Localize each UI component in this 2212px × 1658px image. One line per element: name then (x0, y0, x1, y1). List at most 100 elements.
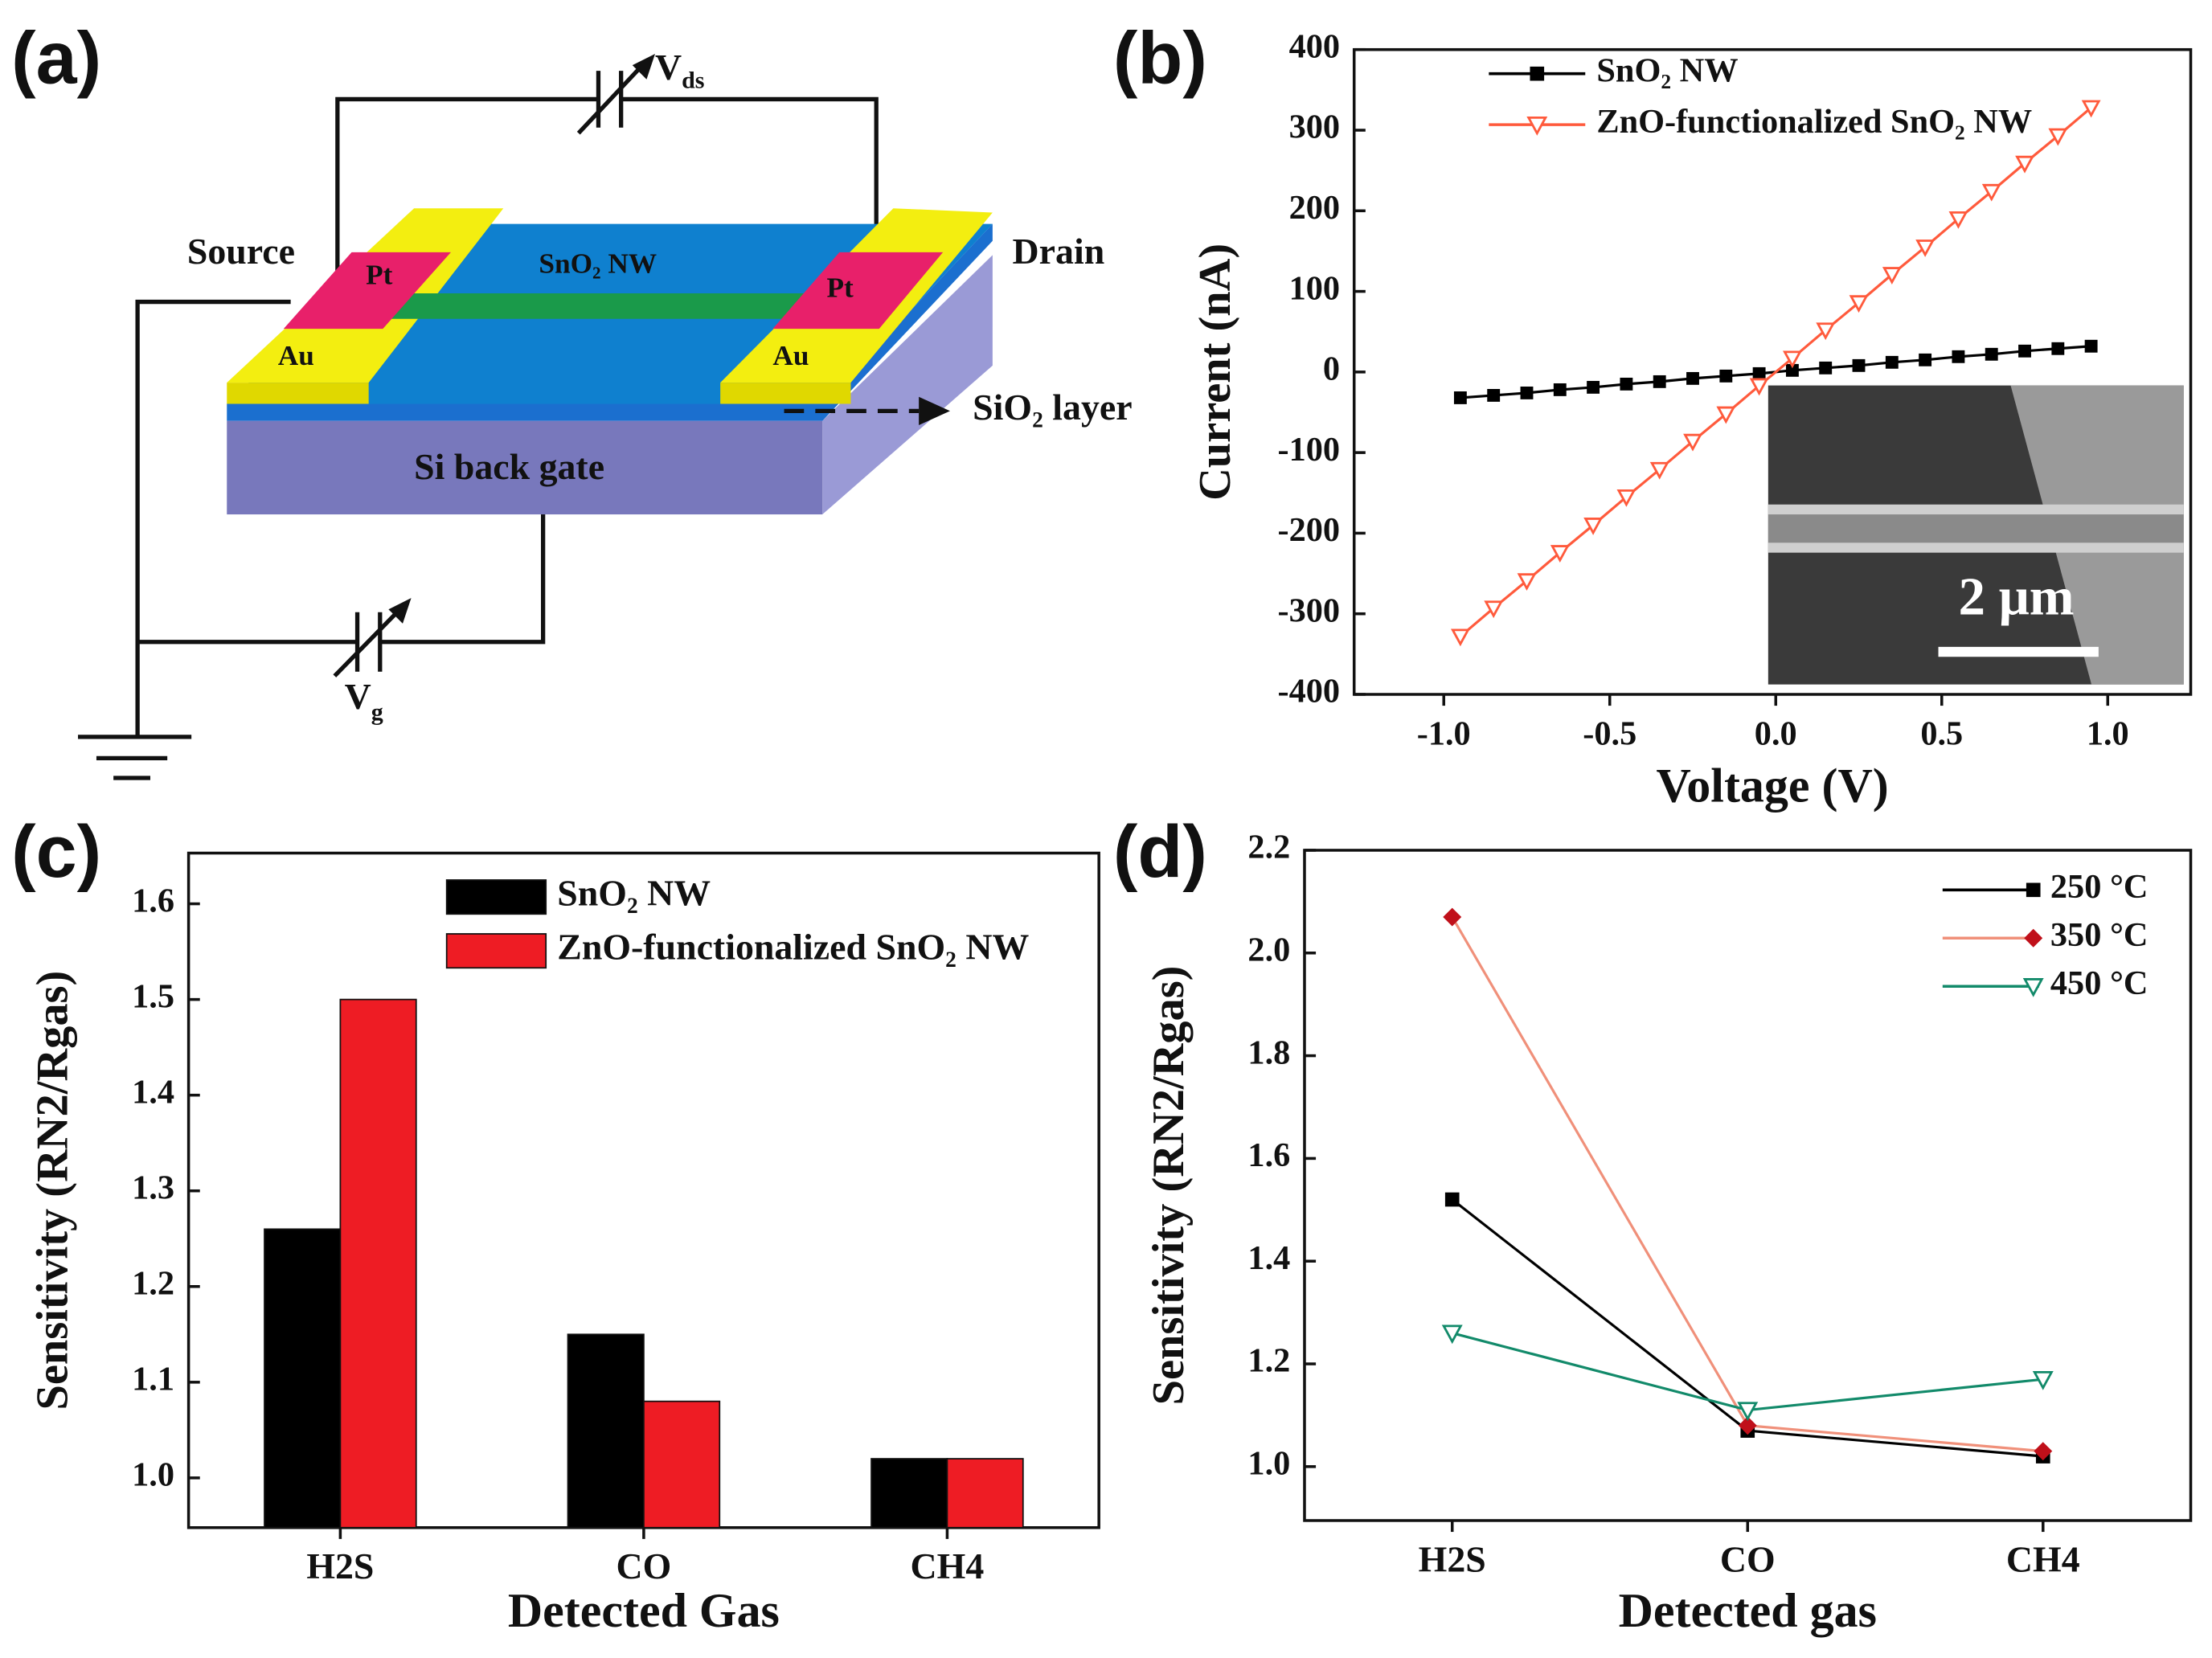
label: ds (682, 67, 704, 93)
label: Au (278, 340, 314, 371)
marker (1819, 361, 1833, 375)
legend-label: 250 °C (2050, 868, 2149, 906)
label: Si back gate (414, 446, 604, 487)
marker (2026, 882, 2041, 898)
label: Source (187, 231, 295, 272)
y-tick-label: 1.6 (1247, 1136, 1290, 1174)
y-axis-label: Sensitivity (RN2/Rgas) (1144, 966, 1194, 1406)
label: Vg (345, 676, 383, 726)
marker (1620, 377, 1633, 391)
x-axis-label: Detected Gas (508, 1584, 780, 1637)
marker (2015, 155, 2034, 174)
bar (870, 1458, 948, 1529)
substrate-side (822, 255, 993, 515)
marker (1952, 350, 1965, 363)
y-tick-label: 100 (1289, 269, 1340, 307)
x-tick-label: 0.5 (1920, 715, 1963, 753)
legend-swatch (445, 933, 547, 969)
marker (1849, 295, 1869, 313)
label: Drain (1013, 231, 1105, 272)
electrode-au-edge (227, 383, 369, 404)
panel-label: (b) (1113, 18, 1207, 100)
marker (1553, 383, 1567, 396)
marker (1948, 211, 1968, 229)
x-tick-label: -1.0 (1417, 715, 1471, 753)
y-tick-label: 0 (1323, 350, 1340, 388)
marker (1520, 386, 1534, 399)
marker (2051, 342, 2065, 355)
legend-label: ZnO-functionalized SnO₂ NW (557, 927, 1029, 968)
legend-label: 450 °C (2050, 964, 2149, 1002)
y-tick-label: -300 (1277, 592, 1340, 629)
panel-label: (c) (11, 811, 101, 893)
x-tick-label: CO (616, 1545, 672, 1586)
panel-label: (a) (11, 18, 101, 100)
y-tick-label: 1.1 (132, 1361, 174, 1398)
y-tick-label: 2.2 (1247, 829, 1290, 866)
marker (1649, 461, 1669, 480)
y-tick-label: -100 (1277, 431, 1340, 469)
marker (1444, 1192, 1460, 1207)
substrate-front (227, 420, 823, 515)
label: SnO₂ NW (539, 248, 657, 280)
marker (1550, 545, 1570, 563)
bar (567, 1333, 645, 1529)
bar (264, 1228, 342, 1529)
marker (1487, 389, 1501, 402)
x-tick-label: 0.0 (1755, 715, 1797, 753)
marker (1719, 369, 1733, 383)
marker (1749, 378, 1769, 396)
marker (2022, 977, 2044, 997)
x-tick-label: H2S (306, 1545, 374, 1586)
electrode-pt (772, 252, 944, 330)
y-axis-label: Current (nA) (1190, 244, 1240, 501)
circuit (78, 60, 879, 780)
marker (1583, 518, 1603, 535)
x-tick-label: -0.5 (1583, 715, 1636, 753)
legend-label: SnO₂ NW (557, 873, 711, 914)
marker (1587, 380, 1600, 394)
bar (643, 1400, 721, 1529)
y-tick-label: -200 (1277, 511, 1340, 549)
marker (2024, 928, 2043, 948)
marker (2018, 344, 2031, 358)
marker (1484, 600, 1504, 619)
y-tick-label: 1.3 (132, 1169, 174, 1206)
y-tick-label: 200 (1289, 189, 1340, 227)
marker (1919, 353, 1932, 366)
marker (1816, 322, 1836, 341)
marker (1616, 489, 1636, 507)
x-axis-label: Voltage (V) (1657, 759, 1889, 813)
marker (1981, 183, 2001, 202)
label: SiO₂ layer (973, 387, 1132, 428)
marker (1985, 347, 1998, 361)
y-tick-label: 1.2 (1247, 1342, 1290, 1380)
y-tick-label: 1.0 (132, 1456, 174, 1494)
marker (1450, 628, 1470, 647)
marker (1683, 433, 1702, 452)
marker (1653, 375, 1666, 388)
legend-label: SnO₂ NW (1596, 51, 1738, 89)
arrow-head (919, 396, 950, 425)
x-tick-label: CH4 (2006, 1538, 2080, 1579)
marker (1441, 1324, 1463, 1345)
marker (1882, 267, 1902, 285)
arrow-head (388, 598, 412, 624)
y-tick-label: 1.8 (1247, 1034, 1290, 1071)
marker (2081, 100, 2101, 118)
bar (946, 1458, 1024, 1529)
legend-label: 350 °C (2050, 916, 2149, 954)
marker (2034, 1442, 2053, 1461)
nanowire (379, 293, 812, 319)
marker (1915, 239, 1936, 257)
marker (2084, 339, 2098, 353)
y-tick-label: 1.4 (132, 1073, 174, 1111)
x-tick-label: H2S (1419, 1538, 1486, 1579)
device-diagram: Vds Vg Source Drain Pt Pt Au Au SnO₂ NW … (11, 18, 1133, 780)
series-line (1451, 916, 2043, 1453)
y-tick-label: 1.0 (1247, 1445, 1290, 1483)
bar (339, 998, 417, 1529)
marker (1852, 358, 1866, 372)
marker (1738, 1416, 1757, 1435)
